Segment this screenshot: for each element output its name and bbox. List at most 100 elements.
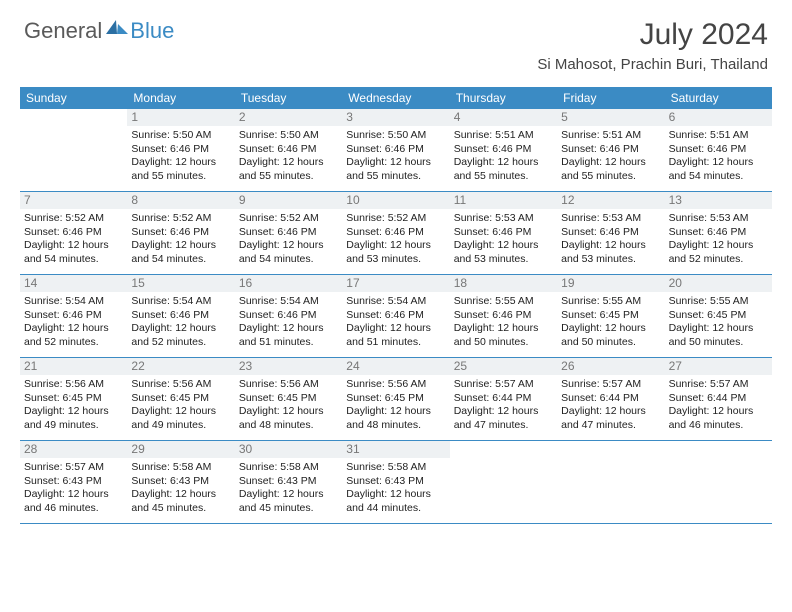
day-cell: 22Sunrise: 5:56 AMSunset: 6:45 PMDayligh…	[127, 358, 234, 440]
day-cell: 11Sunrise: 5:53 AMSunset: 6:46 PMDayligh…	[450, 192, 557, 274]
day-number: 24	[342, 358, 449, 375]
sunset-line: Sunset: 6:43 PM	[131, 475, 230, 488]
sunrise-line: Sunrise: 5:53 AM	[669, 212, 768, 225]
sunrise-line: Sunrise: 5:53 AM	[454, 212, 553, 225]
day-cell: 9Sunrise: 5:52 AMSunset: 6:46 PMDaylight…	[235, 192, 342, 274]
sunrise-line: Sunrise: 5:52 AM	[24, 212, 123, 225]
sunrise-line: Sunrise: 5:58 AM	[131, 461, 230, 474]
day-cell: 12Sunrise: 5:53 AMSunset: 6:46 PMDayligh…	[557, 192, 664, 274]
calendar: Sunday Monday Tuesday Wednesday Thursday…	[20, 87, 772, 524]
day-cell: 2Sunrise: 5:50 AMSunset: 6:46 PMDaylight…	[235, 109, 342, 191]
day-number: 23	[235, 358, 342, 375]
sunrise-line: Sunrise: 5:56 AM	[24, 378, 123, 391]
daylight-line: Daylight: 12 hours and 50 minutes.	[669, 322, 768, 349]
sunrise-line: Sunrise: 5:56 AM	[346, 378, 445, 391]
day-number: 12	[557, 192, 664, 209]
daylight-line: Daylight: 12 hours and 55 minutes.	[131, 156, 230, 183]
week-row: 7Sunrise: 5:52 AMSunset: 6:46 PMDaylight…	[20, 192, 772, 275]
daylight-line: Daylight: 12 hours and 48 minutes.	[346, 405, 445, 432]
sunset-line: Sunset: 6:46 PM	[346, 226, 445, 239]
day-number: 31	[342, 441, 449, 458]
daylight-line: Daylight: 12 hours and 51 minutes.	[239, 322, 338, 349]
sunrise-line: Sunrise: 5:55 AM	[669, 295, 768, 308]
day-number: 4	[450, 109, 557, 126]
sunrise-line: Sunrise: 5:54 AM	[131, 295, 230, 308]
sunrise-line: Sunrise: 5:57 AM	[561, 378, 660, 391]
daylight-line: Daylight: 12 hours and 53 minutes.	[454, 239, 553, 266]
day-number: 25	[450, 358, 557, 375]
daylight-line: Daylight: 12 hours and 45 minutes.	[239, 488, 338, 515]
weekday-label: Thursday	[450, 87, 557, 109]
daylight-line: Daylight: 12 hours and 44 minutes.	[346, 488, 445, 515]
location: Si Mahosot, Prachin Buri, Thailand	[537, 56, 768, 73]
weekday-label: Friday	[557, 87, 664, 109]
sunrise-line: Sunrise: 5:51 AM	[454, 129, 553, 142]
sunrise-line: Sunrise: 5:57 AM	[24, 461, 123, 474]
day-number: 19	[557, 275, 664, 292]
day-number: 1	[127, 109, 234, 126]
day-cell: 24Sunrise: 5:56 AMSunset: 6:45 PMDayligh…	[342, 358, 449, 440]
day-cell: 31Sunrise: 5:58 AMSunset: 6:43 PMDayligh…	[342, 441, 449, 523]
month-year: July 2024	[537, 18, 768, 52]
sunrise-line: Sunrise: 5:52 AM	[346, 212, 445, 225]
day-cell: 1Sunrise: 5:50 AMSunset: 6:46 PMDaylight…	[127, 109, 234, 191]
week-row: 28Sunrise: 5:57 AMSunset: 6:43 PMDayligh…	[20, 441, 772, 524]
sunset-line: Sunset: 6:46 PM	[239, 143, 338, 156]
sunrise-line: Sunrise: 5:58 AM	[239, 461, 338, 474]
sunrise-line: Sunrise: 5:55 AM	[454, 295, 553, 308]
day-number: 26	[557, 358, 664, 375]
sunset-line: Sunset: 6:44 PM	[454, 392, 553, 405]
day-number: 9	[235, 192, 342, 209]
daylight-line: Daylight: 12 hours and 49 minutes.	[24, 405, 123, 432]
day-cell	[20, 109, 127, 191]
daylight-line: Daylight: 12 hours and 55 minutes.	[561, 156, 660, 183]
daylight-line: Daylight: 12 hours and 47 minutes.	[561, 405, 660, 432]
daylight-line: Daylight: 12 hours and 55 minutes.	[239, 156, 338, 183]
day-cell: 28Sunrise: 5:57 AMSunset: 6:43 PMDayligh…	[20, 441, 127, 523]
day-number: 29	[127, 441, 234, 458]
weekday-header-row: Sunday Monday Tuesday Wednesday Thursday…	[20, 87, 772, 109]
sunset-line: Sunset: 6:46 PM	[131, 143, 230, 156]
day-cell: 7Sunrise: 5:52 AMSunset: 6:46 PMDaylight…	[20, 192, 127, 274]
day-number: 17	[342, 275, 449, 292]
day-number: 22	[127, 358, 234, 375]
sunset-line: Sunset: 6:46 PM	[346, 309, 445, 322]
weekday-label: Monday	[127, 87, 234, 109]
sunrise-line: Sunrise: 5:51 AM	[561, 129, 660, 142]
day-cell: 18Sunrise: 5:55 AMSunset: 6:46 PMDayligh…	[450, 275, 557, 357]
day-number: 15	[127, 275, 234, 292]
sunset-line: Sunset: 6:46 PM	[239, 309, 338, 322]
sunrise-line: Sunrise: 5:58 AM	[346, 461, 445, 474]
daylight-line: Daylight: 12 hours and 52 minutes.	[131, 322, 230, 349]
day-number: 28	[20, 441, 127, 458]
day-cell	[450, 441, 557, 523]
day-number: 3	[342, 109, 449, 126]
day-number: 20	[665, 275, 772, 292]
day-cell: 23Sunrise: 5:56 AMSunset: 6:45 PMDayligh…	[235, 358, 342, 440]
weekday-label: Sunday	[20, 87, 127, 109]
day-cell: 30Sunrise: 5:58 AMSunset: 6:43 PMDayligh…	[235, 441, 342, 523]
daylight-line: Daylight: 12 hours and 53 minutes.	[561, 239, 660, 266]
day-cell	[665, 441, 772, 523]
sunrise-line: Sunrise: 5:54 AM	[24, 295, 123, 308]
sunset-line: Sunset: 6:45 PM	[239, 392, 338, 405]
daylight-line: Daylight: 12 hours and 54 minutes.	[239, 239, 338, 266]
sunset-line: Sunset: 6:46 PM	[669, 226, 768, 239]
sunset-line: Sunset: 6:46 PM	[346, 143, 445, 156]
day-number: 30	[235, 441, 342, 458]
day-cell: 5Sunrise: 5:51 AMSunset: 6:46 PMDaylight…	[557, 109, 664, 191]
day-number: 2	[235, 109, 342, 126]
weekday-label: Tuesday	[235, 87, 342, 109]
title-block: July 2024 Si Mahosot, Prachin Buri, Thai…	[537, 18, 768, 73]
sunset-line: Sunset: 6:46 PM	[561, 226, 660, 239]
daylight-line: Daylight: 12 hours and 53 minutes.	[346, 239, 445, 266]
day-cell: 8Sunrise: 5:52 AMSunset: 6:46 PMDaylight…	[127, 192, 234, 274]
day-cell: 10Sunrise: 5:52 AMSunset: 6:46 PMDayligh…	[342, 192, 449, 274]
sunset-line: Sunset: 6:46 PM	[24, 226, 123, 239]
sunrise-line: Sunrise: 5:52 AM	[239, 212, 338, 225]
sunset-line: Sunset: 6:43 PM	[24, 475, 123, 488]
logo-text-blue: Blue	[130, 18, 174, 44]
day-number: 14	[20, 275, 127, 292]
week-row: 14Sunrise: 5:54 AMSunset: 6:46 PMDayligh…	[20, 275, 772, 358]
sunrise-line: Sunrise: 5:56 AM	[239, 378, 338, 391]
